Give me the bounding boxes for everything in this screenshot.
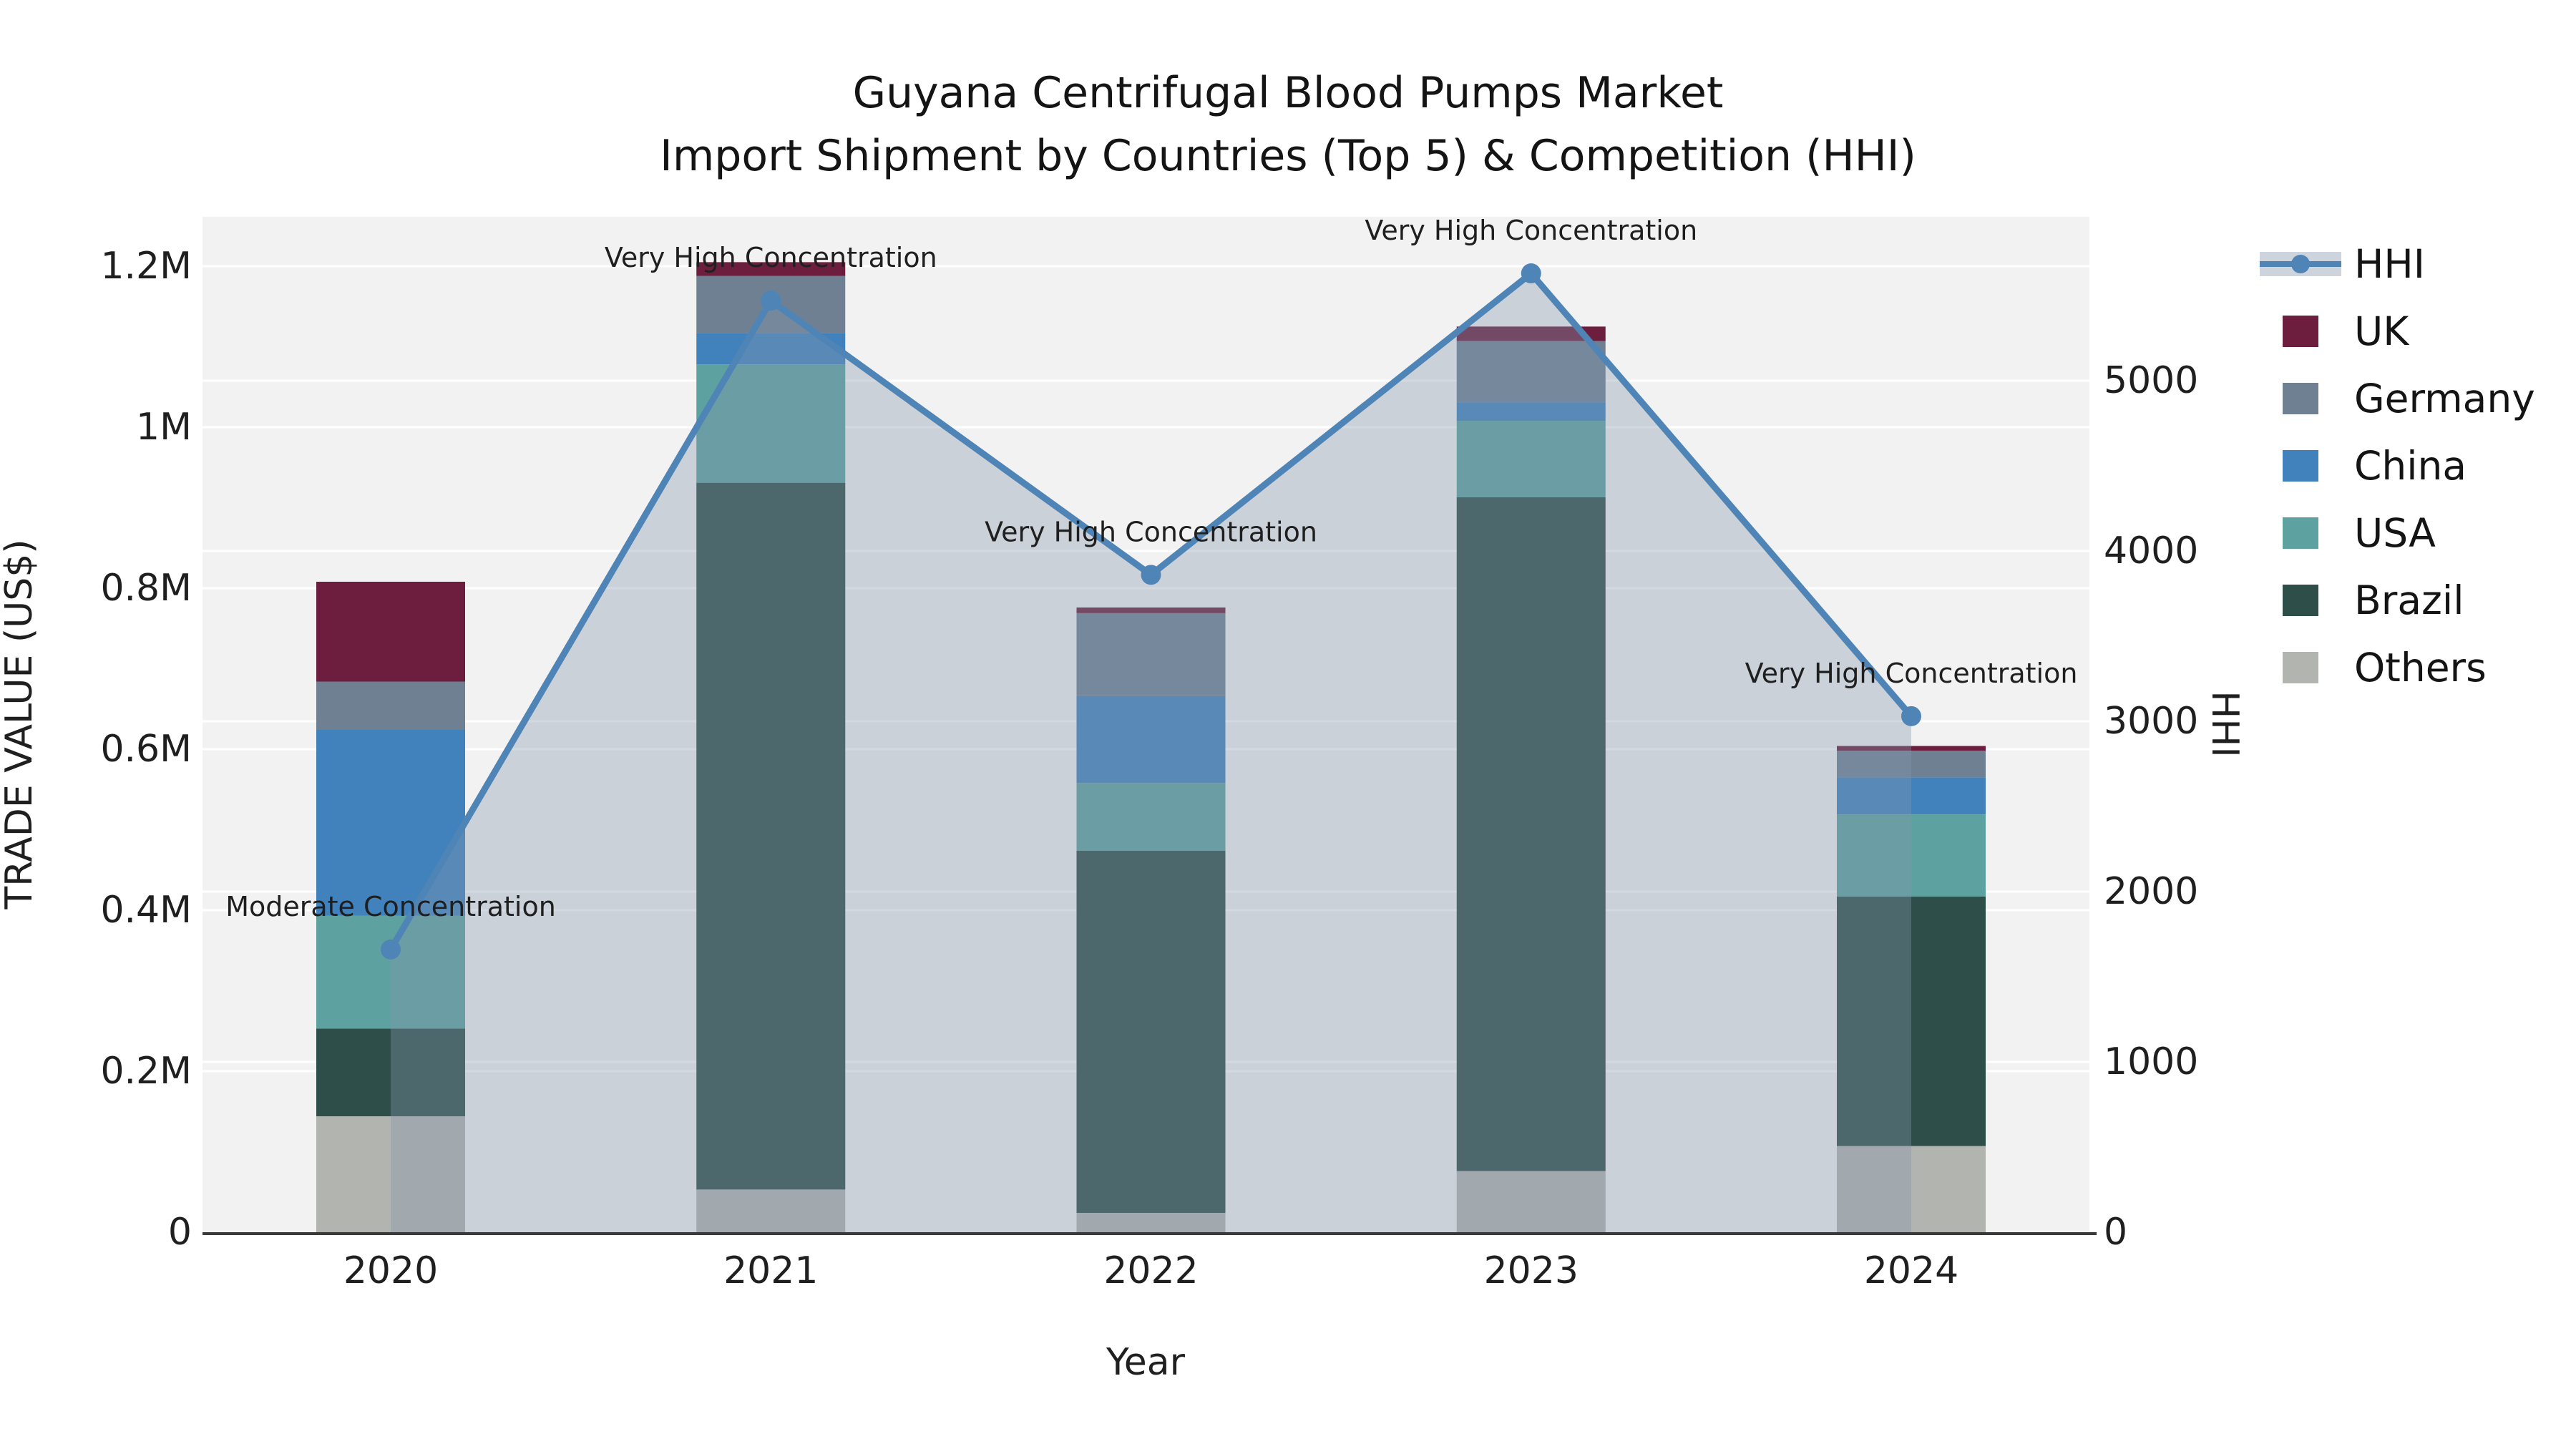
y-right-tick-2000: 2000 — [2104, 870, 2198, 913]
legend-label-others: Others — [2354, 645, 2487, 691]
usa-color-swatch — [2283, 517, 2318, 549]
bar-segment-uk-2022 — [1076, 608, 1226, 613]
bar-segment-uk-2020 — [316, 582, 465, 682]
hhi-line-swatch — [2260, 243, 2341, 286]
legend-item-others: Others — [2260, 634, 2535, 701]
hhi-marker-2021 — [761, 291, 781, 311]
y-left-tick-0.2M: 0.2M — [100, 1050, 192, 1093]
bar-2020 — [316, 582, 465, 1232]
china-color-swatch — [2283, 450, 2318, 482]
legend-label-hhi: HHI — [2354, 241, 2425, 287]
legend-item-brazil: Brazil — [2260, 567, 2535, 634]
legend-label-usa: USA — [2354, 510, 2436, 556]
bar-segment-germany-2023 — [1456, 341, 1606, 403]
annotation-2020: Moderate Concentration — [225, 891, 556, 922]
hhi-area-fill — [391, 273, 1911, 1232]
bar-segment-uk-2024 — [1837, 746, 1986, 751]
bar-segment-usa-2022 — [1076, 783, 1226, 851]
x-tick-2020: 2020 — [343, 1249, 438, 1292]
bar-segment-usa-2020 — [316, 915, 465, 1029]
y-left-tick-0: 0 — [168, 1211, 192, 1254]
bar-segment-others-2021 — [696, 1189, 846, 1232]
bar-segment-usa-2023 — [1456, 421, 1606, 497]
x-tick-2021: 2021 — [723, 1249, 818, 1292]
x-tick-2022: 2022 — [1103, 1249, 1198, 1292]
x-tick-2023: 2023 — [1484, 1249, 1579, 1292]
hhi-marker-2020 — [381, 939, 401, 960]
legend-item-hhi: HHI — [2260, 230, 2535, 298]
brazil-color-swatch — [2283, 585, 2318, 616]
bar-2022 — [1076, 608, 1226, 1232]
chart-title: Guyana Centrifugal Blood Pumps Market — [852, 68, 1724, 118]
bar-segment-china-2024 — [1837, 777, 1986, 815]
bar-2024 — [1837, 746, 1986, 1232]
legend-label-germany: Germany — [2354, 376, 2535, 421]
bar-segment-china-2022 — [1076, 696, 1226, 784]
legend-label-brazil: Brazil — [2354, 577, 2464, 623]
legend-item-germany: Germany — [2260, 365, 2535, 432]
legend: HHI UK Germany China USA Brazil Others — [2260, 230, 2535, 701]
tick-labels: 0 0.2M 0.4M 0.6M 0.8M 1M 1.2M 0 1000 2000 3000 4000… — [100, 245, 2198, 1292]
bar-segment-usa-2024 — [1837, 814, 1986, 897]
y-right-tick-1000: 1000 — [2104, 1040, 2198, 1083]
legend-label-uk: UK — [2354, 308, 2409, 354]
hhi-marker-2024 — [1901, 706, 1921, 726]
y-left-tick-0.8M: 0.8M — [100, 567, 192, 610]
y-right-tick-4000: 4000 — [2104, 530, 2198, 572]
stacked-bars — [316, 262, 1986, 1232]
germany-color-swatch — [2283, 383, 2318, 414]
y-right-tick-3000: 3000 — [2104, 700, 2198, 743]
annotation-2023: Very High Concentration — [1365, 215, 1697, 246]
others-color-swatch — [2283, 652, 2318, 683]
bar-segment-germany-2024 — [1837, 751, 1986, 778]
legend-label-china: China — [2354, 443, 2467, 489]
chart-subtitle: Import Shipment by Countries (Top 5) & C… — [660, 131, 1916, 181]
bar-segment-china-2020 — [316, 730, 465, 916]
bar-segment-germany-2022 — [1076, 613, 1226, 696]
uk-color-swatch — [2283, 316, 2318, 347]
bar-2021 — [696, 262, 846, 1232]
bar-segment-others-2020 — [316, 1116, 465, 1232]
bar-segment-china-2023 — [1456, 402, 1606, 421]
y-left-tick-1M: 1M — [136, 406, 192, 449]
bar-segment-uk-2023 — [1456, 326, 1606, 341]
bar-segment-others-2023 — [1456, 1171, 1606, 1232]
bar-segment-germany-2020 — [316, 681, 465, 730]
bar-segment-brazil-2023 — [1456, 497, 1606, 1171]
y-right-axis-title: HHI — [2203, 691, 2246, 758]
annotation-2024: Very High Concentration — [1745, 658, 2078, 689]
legend-item-china: China — [2260, 432, 2535, 499]
y-right-tick-5000: 5000 — [2104, 359, 2198, 402]
y-right-tick-0: 0 — [2104, 1211, 2127, 1254]
bar-segment-brazil-2024 — [1837, 896, 1986, 1146]
hhi-marker-2022 — [1141, 565, 1161, 585]
bar-2023 — [1456, 326, 1606, 1232]
x-tick-2024: 2024 — [1864, 1249, 1958, 1292]
bar-segment-brazil-2022 — [1076, 850, 1226, 1213]
y-left-tick-0.6M: 0.6M — [100, 728, 192, 771]
bar-segment-others-2024 — [1837, 1146, 1986, 1232]
y-left-tick-0.4M: 0.4M — [100, 889, 192, 932]
y-left-axis-title: TRADE VALUE (US$) — [0, 539, 41, 909]
legend-item-usa: USA — [2260, 499, 2535, 567]
bar-segment-uk-2021 — [696, 262, 846, 276]
annotation-2021: Very High Concentration — [605, 242, 937, 273]
x-axis-title: Year — [1106, 1341, 1186, 1384]
hhi-marker-2023 — [1521, 263, 1541, 284]
annotation-2022: Very High Concentration — [985, 516, 1317, 547]
bar-segment-brazil-2020 — [316, 1028, 465, 1116]
bar-segment-others-2022 — [1076, 1213, 1226, 1232]
bar-segment-brazil-2021 — [696, 482, 846, 1190]
y-left-tick-1.2M: 1.2M — [100, 245, 192, 288]
legend-item-uk: UK — [2260, 298, 2535, 365]
